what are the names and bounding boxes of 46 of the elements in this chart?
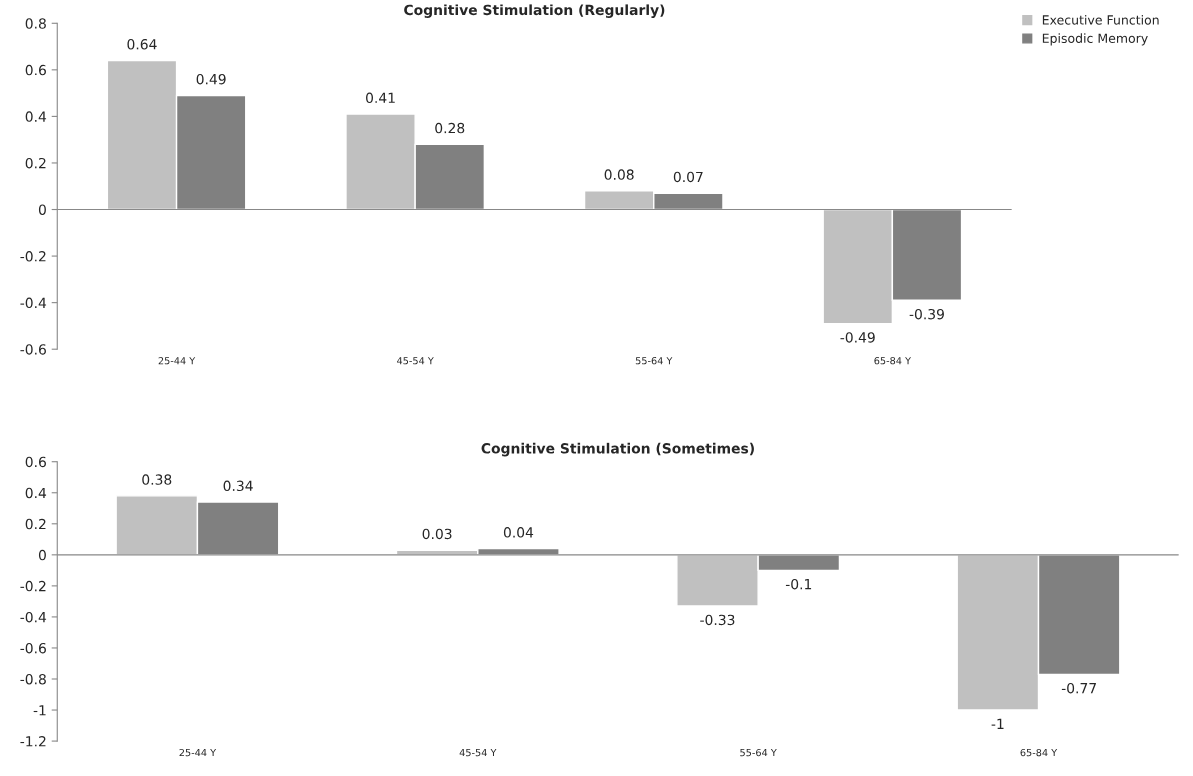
y-tick-label: -1.2 (20, 736, 46, 747)
y-tick-label: 0 (38, 549, 46, 561)
x-tick-label: 65-84 Y (1020, 748, 1058, 757)
data-label: 0.08 (604, 169, 634, 180)
x-tick-label: 45-54 Y (459, 749, 497, 757)
data-label: 0.34 (223, 480, 253, 492)
x-tick-label: 45-54 Y (397, 357, 434, 365)
y-tick-label: -0.2 (20, 580, 46, 592)
data-label: -1 (991, 718, 1004, 729)
y-tick-label: -0.4 (20, 297, 47, 309)
chart-title: Cognitive Stimulation (Sometimes) (481, 442, 754, 457)
x-tick-label: 55-64 Y (635, 357, 673, 365)
data-label: -0.1 (785, 578, 812, 590)
y-tick-label: 0.2 (25, 157, 46, 169)
y-tick-label: 0.8 (25, 18, 46, 29)
data-label: -0.39 (909, 308, 944, 320)
y-tick-label: 0.6 (25, 64, 46, 76)
y-tick-label: 0.2 (25, 518, 46, 530)
y-tick-label: 0.4 (25, 111, 47, 122)
y-tick-label: -0.6 (20, 642, 46, 654)
data-label: -0.77 (1061, 682, 1096, 694)
data-label: 0.07 (673, 171, 703, 183)
x-tick-label: 65-84 Y (874, 357, 912, 365)
y-tick-label: 0 (38, 204, 46, 215)
data-label: 0.28 (435, 122, 465, 134)
y-tick-label: -0.8 (20, 673, 46, 685)
x-tick-label: 55-64 Y (740, 748, 777, 757)
x-tick-label: 25-44 Y (158, 357, 196, 365)
y-tick-label: -0.6 (20, 344, 46, 355)
y-tick-label: -1 (33, 705, 46, 716)
data-label: 0.04 (503, 527, 534, 538)
chart-title: Cognitive Stimulation (Regularly) (404, 4, 665, 18)
y-tick-label: 0.4 (25, 487, 47, 499)
legend-label: Executive Function (1042, 14, 1159, 25)
data-label: -0.49 (840, 332, 875, 343)
x-tick-label: 25-44 Y (179, 748, 217, 757)
data-label: 0.49 (196, 73, 226, 85)
data-label: 0.41 (366, 92, 395, 104)
y-tick-label: 0.6 (25, 456, 46, 468)
y-tick-label: -0.2 (20, 251, 46, 262)
data-label: 0.64 (127, 39, 157, 50)
data-label: 0.38 (142, 474, 172, 485)
data-label: 0.03 (422, 528, 452, 540)
data-label: -0.33 (700, 614, 735, 626)
legend-label: Episodic Memory (1042, 33, 1148, 46)
y-tick-label: -0.4 (20, 611, 47, 623)
